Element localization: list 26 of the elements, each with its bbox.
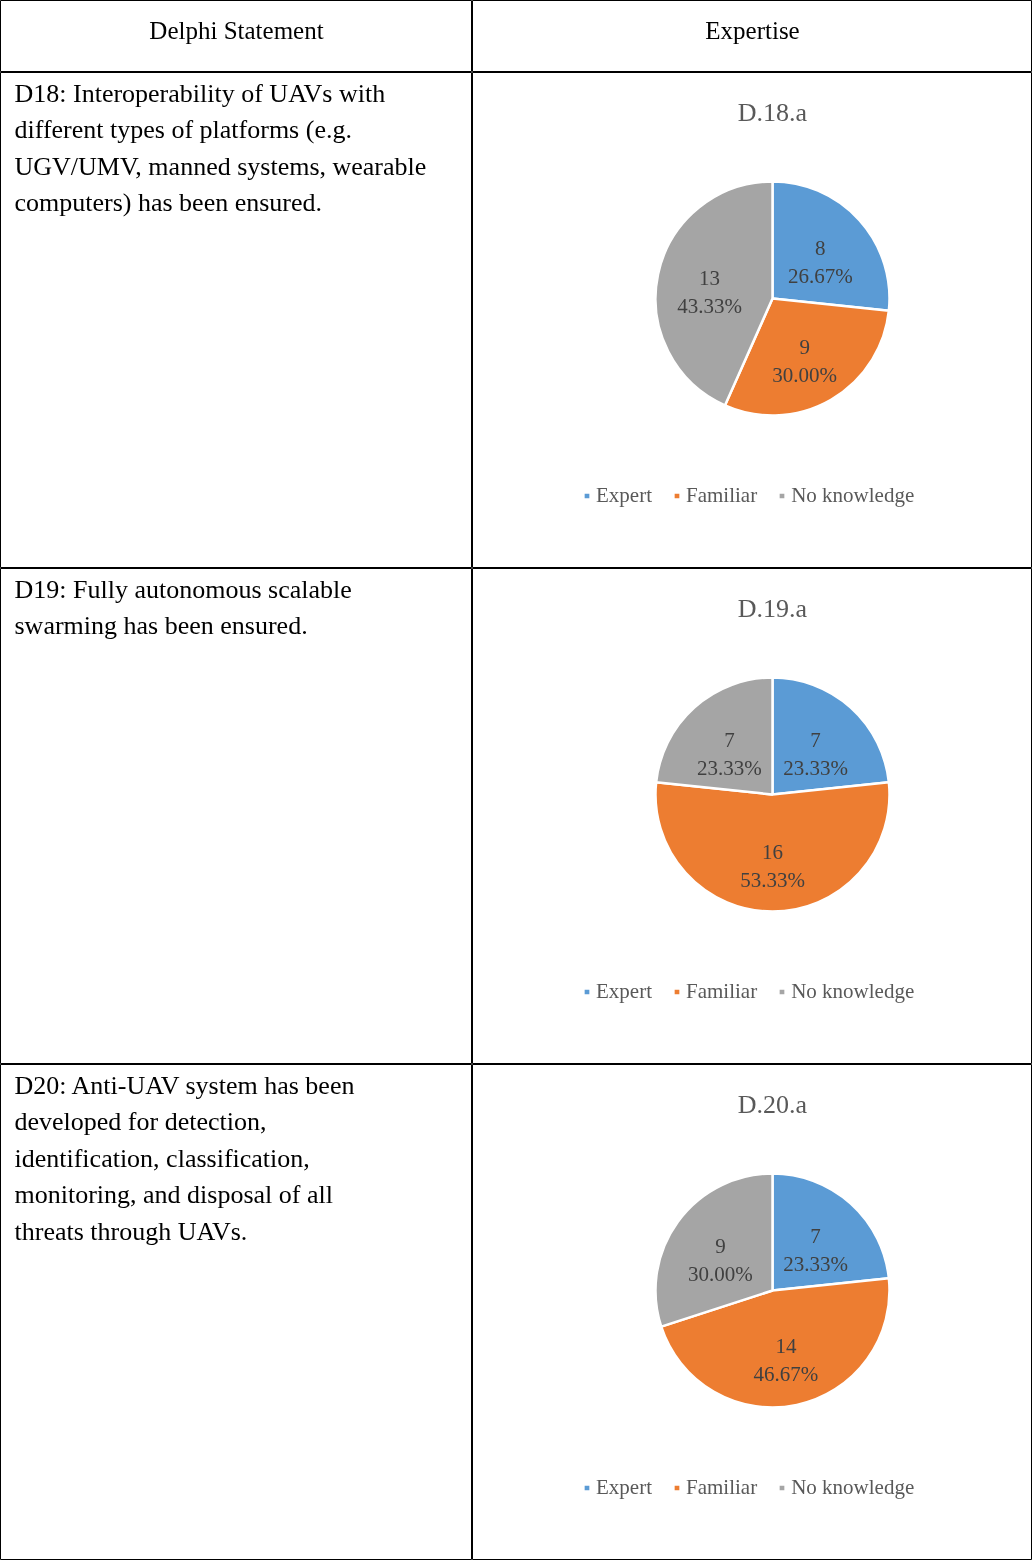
data-label: 16 53.33% <box>740 839 805 892</box>
legend-label: Familiar <box>685 483 758 508</box>
text: D20: Anti-UAV system has been developed for detection, identification, classification, monitoring, and disposal of all threats through UAVs. <box>14 1070 355 1246</box>
legend-label: No knowledge <box>791 979 915 1004</box>
legend-label: Expert <box>596 1475 652 1500</box>
legend-label: No knowledge <box>791 1475 915 1500</box>
data-label: 13 43.33% <box>677 266 742 319</box>
data-label: 8 26.67% <box>787 236 853 289</box>
text: Expertise <box>705 16 800 44</box>
chart-title: D.20.a <box>737 1089 808 1119</box>
data-label: 7 23.33% <box>783 1223 848 1276</box>
legend-label: Expert <box>596 979 652 1004</box>
chart-title: D.18.a <box>737 97 808 127</box>
data-label: 7 23.33% <box>783 727 848 780</box>
data-label: 7 23.33% <box>697 727 762 780</box>
chart-title: D.19.a <box>737 593 808 623</box>
text: Delphi Statement <box>149 16 324 44</box>
data-label: 14 46.67% <box>753 1334 819 1387</box>
data-label: 9 30.00% <box>772 335 838 388</box>
data-label: 9 30.00% <box>688 1233 753 1286</box>
text: D18: Interoperability of UAVs with different types of platforms (e.g. UGV/UMV, manned systems, wearable computers) has been ensured. <box>14 78 427 217</box>
legend-label: Familiar <box>685 1475 758 1500</box>
legend-label: Familiar <box>685 979 758 1004</box>
legend-label: Expert <box>596 483 652 508</box>
text: D19: Fully autonomous scalable swarming has been ensured. <box>14 574 352 640</box>
legend-label: No knowledge <box>791 483 915 508</box>
